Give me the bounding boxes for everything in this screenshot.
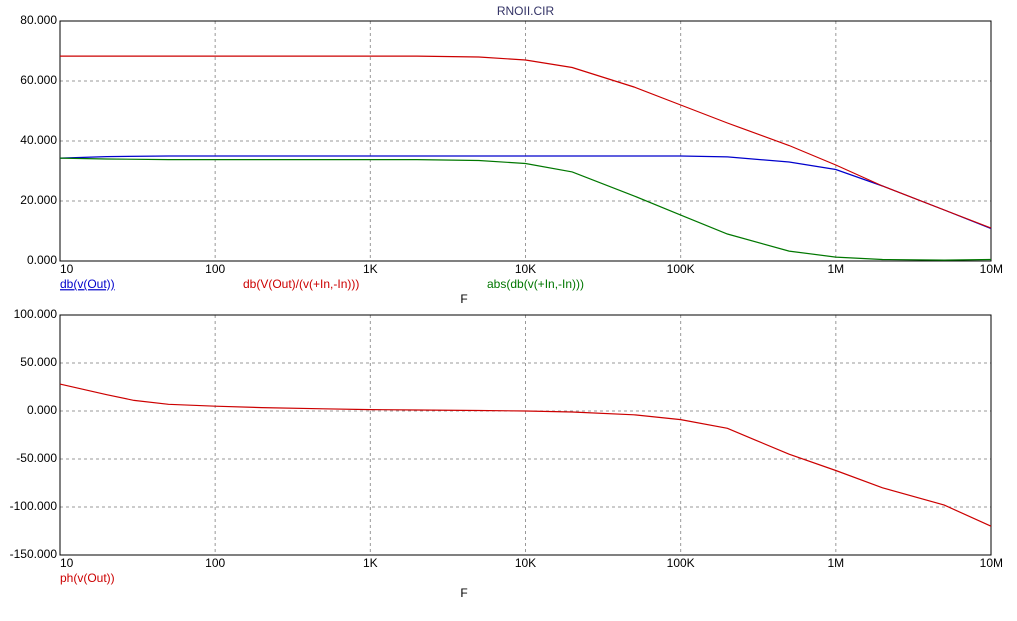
y-tick-label: 20.000 [20,193,57,207]
y-tick-label: 0.000 [27,253,57,267]
x-tick-label: 10M [980,556,1003,570]
x-tick-label: 10K [515,262,536,276]
series-line [59,383,992,527]
series-line [59,155,992,230]
x-tick-label: 100K [667,556,695,570]
x-tick-label: 100 [205,556,225,570]
plot-frame [59,314,992,556]
legend-entry: db(v(Out)) [60,277,115,291]
x-tick-label: 100 [205,262,225,276]
legend-entry: db(V(Out)/(v(+In,-In))) [243,277,359,291]
y-tick-label: 100.000 [14,307,58,321]
y-tick-label: -100.000 [10,499,58,513]
y-tick-label: 80.000 [20,13,57,27]
x-tick-label: 10 [60,556,74,570]
x-tick-label: 10 [60,262,74,276]
x-tick-label: 10K [515,556,536,570]
legend-entry: abs(db(v(+In,-In))) [487,277,584,291]
series-line [60,55,992,229]
x-tick-label: 1K [363,556,378,570]
x-tick-label: 1M [827,262,844,276]
x-tick-label: 1M [827,556,844,570]
y-tick-label: -50.000 [16,451,57,465]
chart-title: RNOII.CIR [497,4,555,18]
x-axis-label: F [460,586,467,600]
x-tick-label: 1K [363,262,378,276]
y-tick-label: -150.000 [10,547,58,561]
y-tick-label: 40.000 [20,133,57,147]
y-tick-label: 60.000 [20,73,57,87]
legend-entry: ph(v(Out)) [60,571,115,585]
plot-frame [59,20,992,262]
x-tick-label: 100K [667,262,695,276]
series-line [59,157,992,261]
y-tick-label: 50.000 [20,355,57,369]
y-tick-label: 0.000 [27,403,57,417]
x-axis-label: F [460,292,467,306]
x-tick-label: 10M [980,262,1003,276]
